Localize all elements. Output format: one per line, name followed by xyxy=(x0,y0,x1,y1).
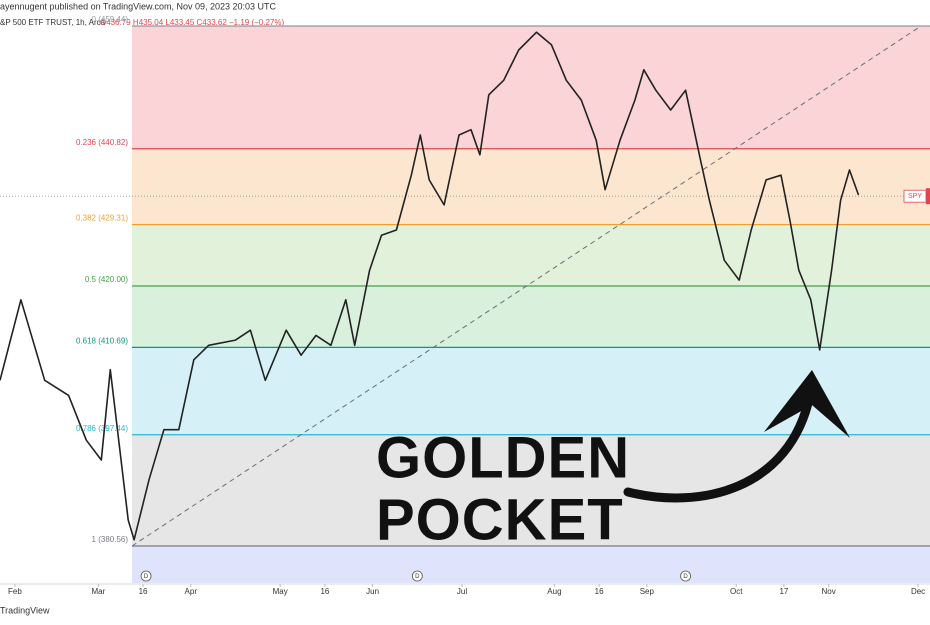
x-tick-label: Mar xyxy=(91,587,105,596)
price-tag-edge xyxy=(926,188,930,205)
x-tick-label: Nov xyxy=(822,587,836,596)
footer: TradingView xyxy=(0,605,50,615)
x-tick-label: 17 xyxy=(779,587,788,596)
fib-band xyxy=(132,224,930,286)
event-marker-label: D xyxy=(683,574,688,580)
fib-band xyxy=(132,434,930,547)
trendline xyxy=(131,25,922,547)
fib-label: 1 (380.56) xyxy=(92,535,129,544)
x-tick-label: Aug xyxy=(547,587,561,596)
header: ayennugent published on TradingView.com,… xyxy=(0,1,277,11)
x-tick-label: Apr xyxy=(185,587,198,596)
price-line xyxy=(0,31,860,541)
x-tick-label: Jun xyxy=(366,587,379,596)
fib-band xyxy=(132,148,930,225)
x-tick-label: Oct xyxy=(730,587,743,596)
event-marker xyxy=(680,570,691,582)
fib-label: 0.786 (397.44) xyxy=(76,424,128,433)
fib-band xyxy=(132,25,930,149)
symbol: &P 500 ETF TRUST, 1h, Arca xyxy=(0,18,106,27)
ohlc: O436.79 H435.04 L433.45 C433.62 −1.19 (−… xyxy=(100,18,284,27)
x-tick-label: 16 xyxy=(320,587,329,596)
event-marker xyxy=(411,570,423,582)
fib-band xyxy=(132,546,930,583)
annotation-arrow xyxy=(623,390,815,503)
x-tick-label: May xyxy=(273,587,288,596)
fib-label: 0.618 (410.69) xyxy=(76,336,128,345)
event-marker-label: D xyxy=(415,574,420,580)
fib-band xyxy=(132,285,930,348)
fib-label: 0 (459.44) xyxy=(92,15,129,24)
event-marker-label: D xyxy=(144,574,149,580)
price-tag-label: SPY xyxy=(908,193,922,200)
x-tick-label: Dec xyxy=(911,587,925,596)
x-tick-label: 16 xyxy=(595,587,604,596)
x-tick-label: Feb xyxy=(8,587,22,596)
annotation-arrowhead xyxy=(764,370,850,438)
x-tick-label: Sep xyxy=(640,587,655,596)
x-tick-label: Jul xyxy=(457,587,467,596)
annotation: GOLDEN xyxy=(376,425,630,490)
fib-label: 0.236 (440.82) xyxy=(76,138,128,147)
annotation: POCKET xyxy=(376,487,624,552)
x-axis-bg xyxy=(0,584,930,600)
x-tick-label: 16 xyxy=(139,587,148,596)
fib-label: 0.5 (420.00) xyxy=(85,275,128,284)
event-marker xyxy=(140,570,152,582)
fib-label: 0.382 (429.31) xyxy=(76,214,128,223)
